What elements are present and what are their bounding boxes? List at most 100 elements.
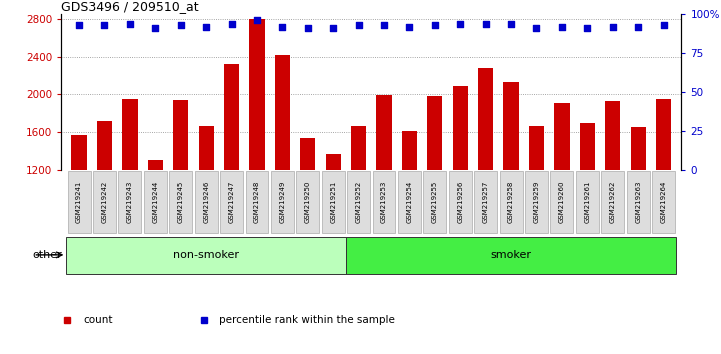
Point — [124, 21, 136, 26]
Bar — [326, 154, 341, 283]
Text: GSM219263: GSM219263 — [635, 181, 641, 223]
FancyBboxPatch shape — [398, 171, 421, 233]
Bar — [71, 135, 87, 283]
Bar — [173, 100, 188, 283]
Point — [454, 21, 466, 26]
Bar — [275, 55, 290, 283]
Text: GSM219244: GSM219244 — [152, 181, 159, 223]
Point — [99, 22, 110, 28]
Text: GSM219248: GSM219248 — [254, 181, 260, 223]
Text: other: other — [33, 250, 63, 260]
Point — [658, 22, 669, 28]
FancyBboxPatch shape — [93, 171, 116, 233]
FancyBboxPatch shape — [195, 171, 218, 233]
Text: count: count — [83, 315, 112, 325]
Text: GSM219257: GSM219257 — [482, 181, 489, 223]
Point — [200, 24, 212, 29]
FancyBboxPatch shape — [550, 171, 573, 233]
FancyBboxPatch shape — [346, 236, 676, 274]
Bar — [376, 95, 392, 283]
Point — [607, 24, 619, 29]
Text: GSM219241: GSM219241 — [76, 181, 82, 223]
FancyBboxPatch shape — [627, 171, 650, 233]
Point — [302, 25, 314, 31]
Point — [327, 25, 339, 31]
Text: smoker: smoker — [490, 250, 531, 260]
Bar — [198, 126, 213, 283]
FancyBboxPatch shape — [423, 171, 446, 233]
FancyBboxPatch shape — [246, 171, 268, 233]
Text: GSM219261: GSM219261 — [584, 181, 590, 223]
FancyBboxPatch shape — [144, 171, 167, 233]
Point — [149, 25, 161, 31]
Point — [404, 24, 415, 29]
FancyBboxPatch shape — [474, 171, 497, 233]
Text: GSM219250: GSM219250 — [305, 181, 311, 223]
Text: GSM219245: GSM219245 — [177, 181, 184, 223]
FancyBboxPatch shape — [220, 171, 243, 233]
FancyBboxPatch shape — [500, 171, 523, 233]
FancyBboxPatch shape — [66, 236, 346, 274]
Point — [556, 24, 567, 29]
Text: GSM219256: GSM219256 — [457, 181, 464, 223]
FancyBboxPatch shape — [652, 171, 675, 233]
Point — [353, 22, 364, 28]
Bar — [478, 68, 493, 283]
Text: GSM219262: GSM219262 — [610, 181, 616, 223]
Text: GSM219260: GSM219260 — [559, 181, 565, 223]
FancyBboxPatch shape — [525, 171, 548, 233]
Point — [531, 25, 542, 31]
Bar — [580, 123, 595, 283]
Point — [251, 18, 262, 23]
Point — [429, 22, 441, 28]
FancyBboxPatch shape — [576, 171, 598, 233]
Text: GSM219259: GSM219259 — [534, 181, 539, 223]
Point — [277, 24, 288, 29]
Bar — [503, 82, 518, 283]
Text: GSM219249: GSM219249 — [279, 181, 286, 223]
Text: GSM219253: GSM219253 — [381, 181, 387, 223]
Text: GSM219252: GSM219252 — [355, 181, 362, 223]
Text: GSM219255: GSM219255 — [432, 181, 438, 223]
Point — [175, 22, 187, 28]
Text: percentile rank within the sample: percentile rank within the sample — [219, 315, 395, 325]
FancyBboxPatch shape — [271, 171, 294, 233]
FancyBboxPatch shape — [296, 171, 319, 233]
FancyBboxPatch shape — [601, 171, 624, 233]
Bar — [97, 121, 112, 283]
Bar — [656, 99, 671, 283]
Text: non-smoker: non-smoker — [173, 250, 239, 260]
Bar — [351, 126, 366, 283]
Text: GSM219251: GSM219251 — [330, 181, 336, 223]
Bar — [453, 86, 468, 283]
Point — [379, 22, 390, 28]
FancyBboxPatch shape — [448, 171, 472, 233]
Bar — [631, 127, 646, 283]
Point — [226, 21, 237, 26]
Point — [480, 21, 492, 26]
Point — [632, 24, 644, 29]
Bar — [123, 99, 138, 283]
Bar — [428, 96, 443, 283]
Text: GSM219242: GSM219242 — [102, 181, 107, 223]
Text: GSM219258: GSM219258 — [508, 181, 514, 223]
Point — [582, 25, 593, 31]
Bar — [402, 131, 417, 283]
Bar — [224, 64, 239, 283]
Bar — [300, 138, 315, 283]
Point — [505, 21, 517, 26]
Bar — [249, 19, 265, 283]
FancyBboxPatch shape — [68, 171, 91, 233]
Bar — [148, 160, 163, 283]
Text: GSM219254: GSM219254 — [407, 181, 412, 223]
Bar — [605, 101, 620, 283]
Text: GSM219243: GSM219243 — [127, 181, 133, 223]
Text: GSM219246: GSM219246 — [203, 181, 209, 223]
Text: GDS3496 / 209510_at: GDS3496 / 209510_at — [61, 0, 199, 13]
Point — [74, 22, 85, 28]
FancyBboxPatch shape — [348, 171, 370, 233]
FancyBboxPatch shape — [118, 171, 141, 233]
FancyBboxPatch shape — [373, 171, 395, 233]
Text: GSM219264: GSM219264 — [660, 181, 666, 223]
Bar — [554, 103, 570, 283]
